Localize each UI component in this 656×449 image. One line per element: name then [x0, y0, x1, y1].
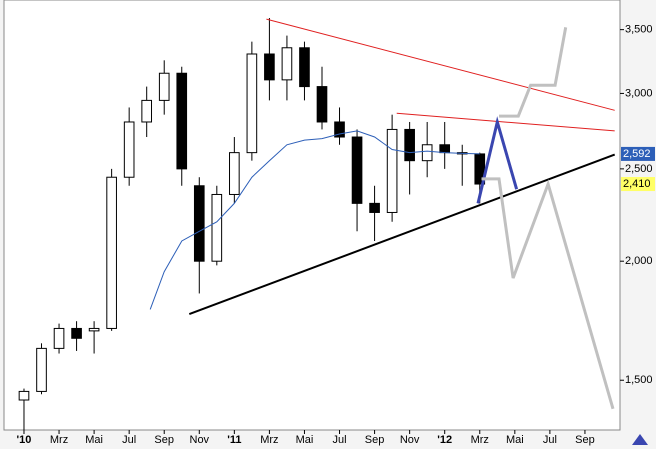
x-tick-label: Sep — [154, 434, 174, 446]
candle-body — [246, 53, 258, 154]
candle-body — [106, 176, 117, 329]
y-tick-label: 3,500 — [625, 24, 653, 36]
candle-body — [369, 202, 380, 213]
x-tick-label: Mrz — [471, 434, 489, 446]
candle-body — [211, 193, 223, 262]
x-tick-label: Mrz — [260, 434, 278, 446]
candle-body — [53, 327, 65, 349]
price-marker-label: 2,410 — [623, 178, 651, 190]
x-tick-label: Jul — [122, 434, 136, 446]
trend-line — [499, 27, 568, 118]
corner-icon — [632, 434, 648, 445]
plot-area — [3, 0, 621, 431]
y-tick-label: 3,000 — [625, 87, 653, 99]
candle-body — [158, 72, 170, 101]
trend-line — [188, 153, 616, 316]
x-tick-label: Nov — [400, 434, 420, 446]
y-tick-label: 1,500 — [625, 374, 653, 386]
y-tick-label: 2,500 — [625, 163, 653, 175]
candle-body — [264, 53, 275, 81]
price-marker — [621, 177, 655, 192]
trend-line — [476, 116, 519, 204]
x-tick-label: '12 — [437, 434, 452, 446]
x-tick-label: '10 — [17, 434, 32, 446]
candle-body — [71, 327, 82, 339]
candle-body — [316, 86, 328, 123]
candle-body — [404, 128, 415, 162]
y-tick-label: 2,000 — [625, 255, 653, 267]
candle-body — [351, 136, 363, 204]
x-tick-label: Mai — [296, 434, 314, 446]
candle-body — [439, 144, 451, 154]
x-tick-label: '11 — [227, 434, 241, 446]
x-tick-label: Jul — [332, 434, 346, 446]
trend-line — [396, 112, 615, 132]
candle-body — [36, 347, 47, 392]
trend-line — [149, 130, 480, 310]
x-tick-label: Mrz — [50, 434, 68, 446]
candle-body — [141, 99, 153, 123]
candle-body — [88, 327, 100, 332]
candle-body — [281, 47, 293, 81]
trend-line — [481, 177, 615, 410]
x-tick-label: Jul — [543, 434, 557, 446]
price-marker-label: 2,592 — [623, 148, 651, 160]
x-tick-label: Sep — [365, 434, 385, 446]
candle-body — [421, 144, 433, 162]
candle-body — [18, 390, 30, 401]
trend-line — [266, 18, 615, 111]
candle-body — [386, 128, 398, 213]
candle-body — [334, 121, 345, 138]
x-tick-label: Sep — [575, 434, 595, 446]
candle-body — [176, 72, 188, 170]
candle-body — [193, 185, 205, 262]
x-tick-label: Mai — [506, 434, 524, 446]
candle-body — [299, 47, 310, 88]
price-marker — [621, 146, 655, 161]
x-tick-label: Nov — [190, 434, 210, 446]
candle-body — [123, 121, 135, 178]
x-tick-label: Mai — [85, 434, 103, 446]
candle-body — [229, 152, 240, 195]
